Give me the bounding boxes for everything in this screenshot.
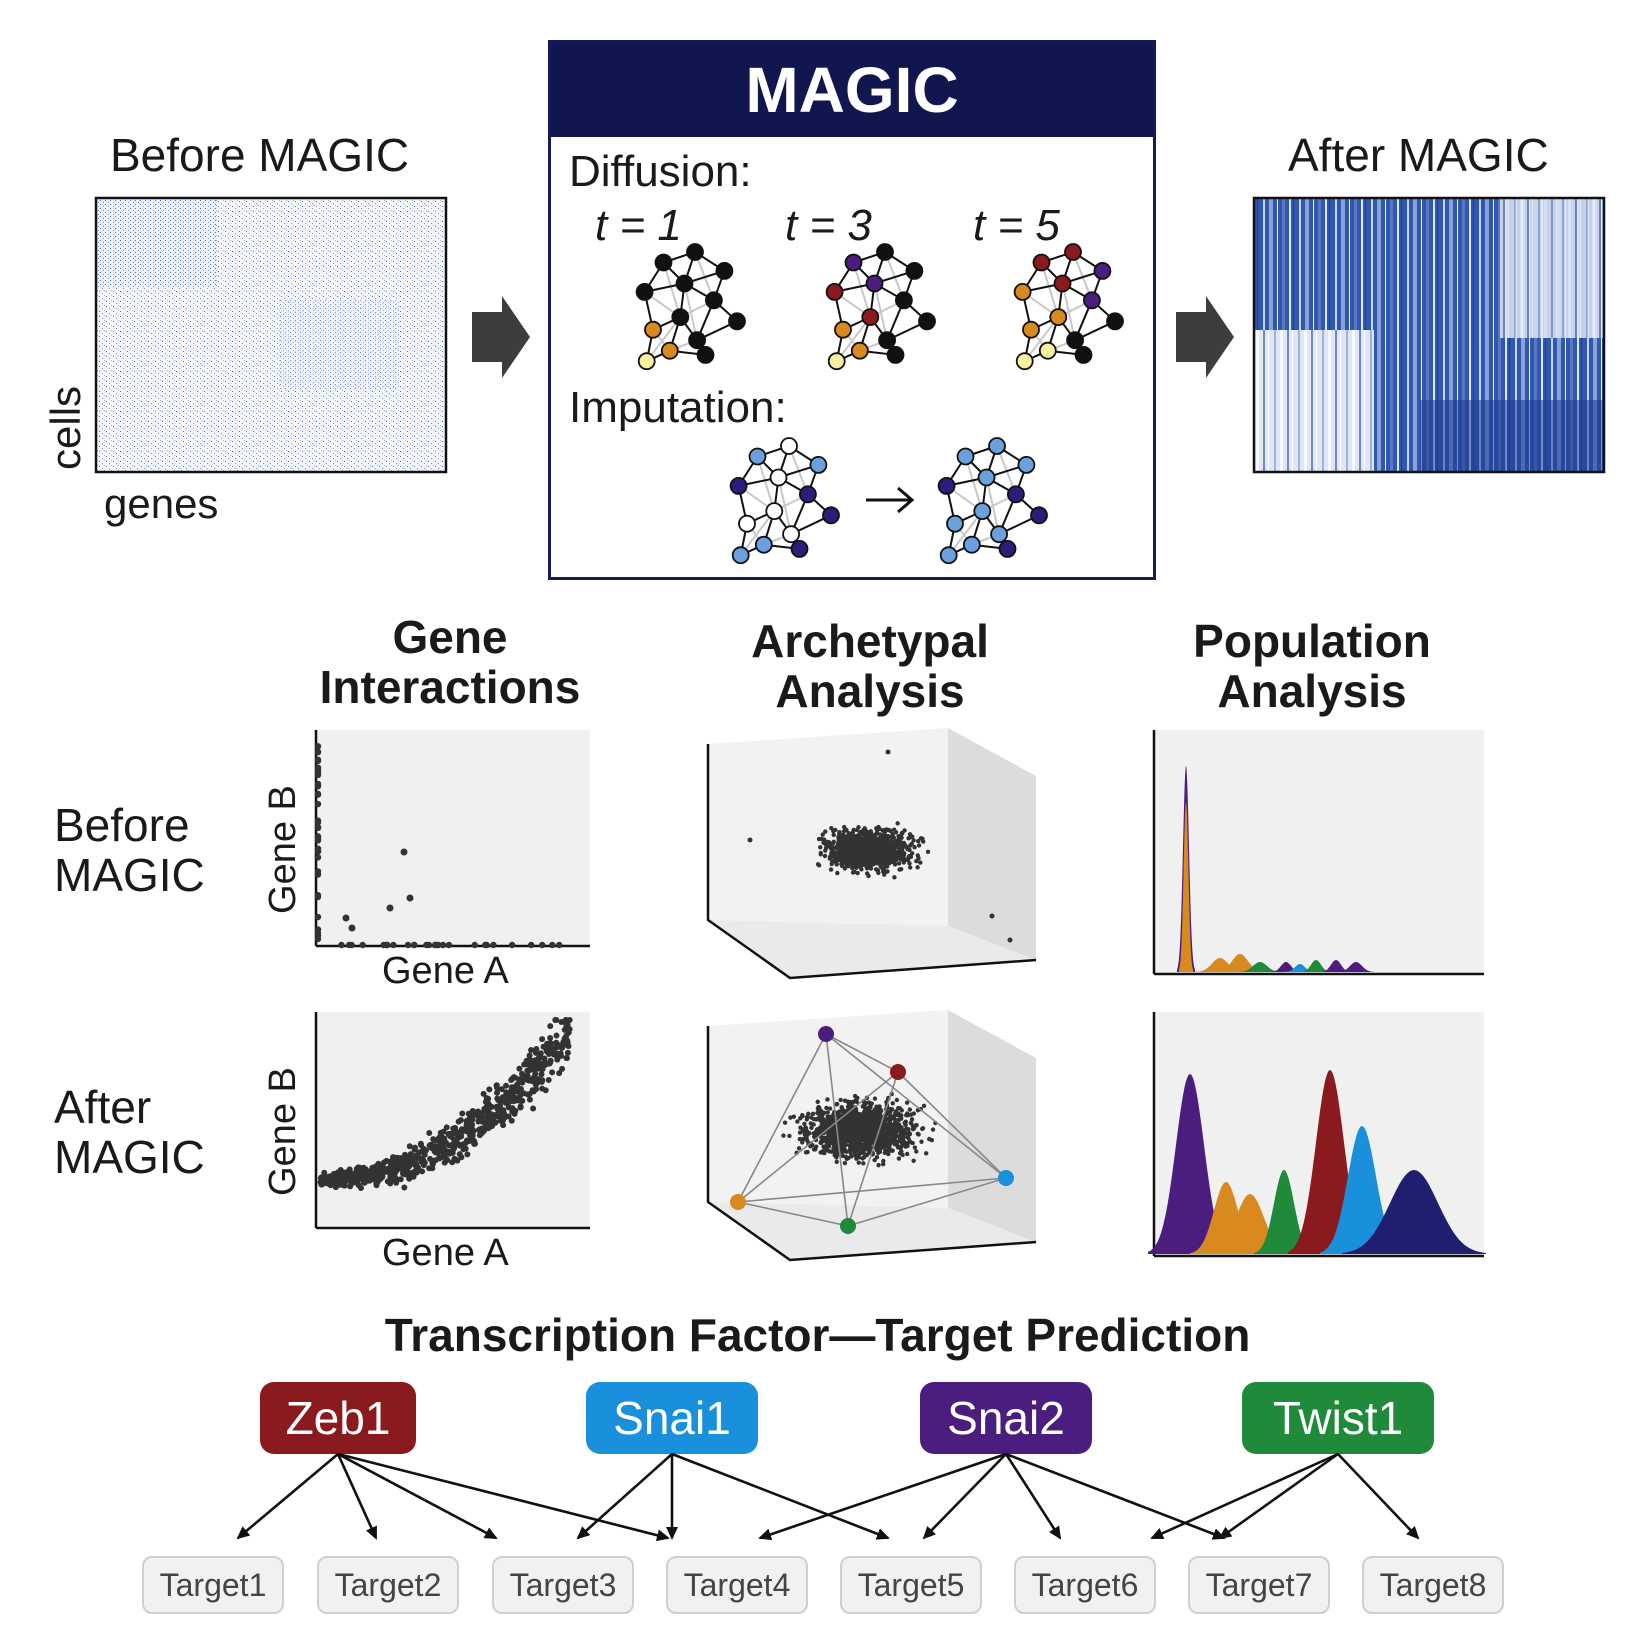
archetype-purple <box>818 1026 834 1042</box>
pop-after-red <box>1288 1070 1372 1254</box>
pop-before-bump-4 <box>1285 964 1315 972</box>
tf-snai1: Snai1 <box>586 1382 758 1454</box>
pop-before-bump-5 <box>1301 960 1331 972</box>
t3-label: t = 3 <box>785 201 872 250</box>
population-before <box>1177 766 1374 972</box>
gene-scatter-before <box>314 743 563 949</box>
imputation-label: Imputation: <box>569 383 787 432</box>
pop-before-bump-6 <box>1321 960 1351 972</box>
edge-2 <box>337 1452 498 1540</box>
diffusion-label: Diffusion: <box>569 147 752 196</box>
gene-b-label-before: Gene B <box>262 785 304 914</box>
tf-twist1: Twist1 <box>1242 1382 1434 1454</box>
pop-before-orange-spike <box>1178 802 1194 972</box>
edge-11 <box>1150 1452 1339 1540</box>
edge-7 <box>758 1452 1007 1541</box>
t1-label: t = 1 <box>595 201 682 250</box>
t5-label: t = 5 <box>973 201 1060 250</box>
target-1: Target1 <box>142 1556 284 1614</box>
pop-after-purple <box>1148 1074 1232 1254</box>
pop-before-bump-2 <box>1239 962 1281 972</box>
target-6: Target6 <box>1014 1556 1156 1614</box>
pop-after-green <box>1254 1170 1314 1254</box>
gene-panel-before <box>316 730 590 946</box>
edge-6 <box>671 1452 890 1540</box>
archetype-green <box>840 1218 856 1234</box>
pop-after-blue <box>1320 1126 1404 1254</box>
population-analysis-title: Population Analysis <box>1193 615 1431 717</box>
edge-9 <box>1004 1453 1062 1540</box>
target-3: Target3 <box>492 1556 634 1614</box>
tf-section-title: Transcription Factor—Target Prediction <box>384 1309 1251 1361</box>
tf-zeb1: Zeb1 <box>260 1382 416 1454</box>
gene-scatter-after <box>317 1017 573 1191</box>
cells-axis-label: cells <box>42 385 89 470</box>
gene-panel-after <box>316 1012 590 1228</box>
magic-title: MAGIC <box>551 43 1153 137</box>
target-2: Target2 <box>317 1556 459 1614</box>
target-5: Target5 <box>840 1556 982 1614</box>
row-after-magic: After MAGIC <box>54 1081 205 1183</box>
pop-after-orange-b <box>1208 1194 1292 1254</box>
archetypal-analysis-title: Archetypal Analysis <box>751 615 989 717</box>
population-after <box>1148 1070 1486 1254</box>
pop-before-bump-0 <box>1196 958 1244 972</box>
gene-interactions-title: Gene Interactions <box>319 611 581 713</box>
pop-before-purple-spike <box>1177 766 1195 972</box>
pop-before-bump-1 <box>1216 954 1264 972</box>
target-8: Target8 <box>1362 1556 1504 1614</box>
edge-12 <box>1218 1452 1339 1540</box>
archetype-scatter-after <box>730 1026 1014 1234</box>
genes-axis-label: genes <box>104 480 219 527</box>
target-7: Target7 <box>1188 1556 1330 1614</box>
archetype-red <box>890 1064 906 1080</box>
archetype-orange <box>730 1194 746 1210</box>
tf-snai2: Snai2 <box>920 1382 1092 1454</box>
pop-before-bump-3 <box>1271 962 1301 972</box>
after-magic-title: After MAGIC <box>1288 129 1549 181</box>
gene-a-label-after: Gene A <box>382 1232 509 1274</box>
target-4: Target4 <box>666 1556 808 1614</box>
pop-before-bump-7 <box>1338 962 1374 972</box>
before-magic-title: Before MAGIC <box>110 129 410 181</box>
edge-8 <box>922 1453 1007 1540</box>
edge-3 <box>337 1452 670 1542</box>
row-before-magic: Before MAGIC <box>54 799 205 901</box>
gene-b-label-after: Gene B <box>262 1067 304 1196</box>
edge-0 <box>236 1453 339 1540</box>
edge-4 <box>576 1453 673 1540</box>
archetype-blue <box>998 1170 1014 1186</box>
edge-13 <box>1337 1453 1420 1540</box>
gene-a-label-before: Gene A <box>382 950 509 992</box>
edge-10 <box>1005 1452 1226 1540</box>
pop-after-navy <box>1342 1170 1486 1254</box>
edge-1 <box>336 1453 378 1540</box>
archetype-scatter-before <box>747 749 1013 943</box>
pop-after-orange-a <box>1190 1182 1262 1254</box>
magic-panel: MAGIC Diffusion: t = 1 t = 3 t = 5 Imput… <box>548 40 1156 580</box>
